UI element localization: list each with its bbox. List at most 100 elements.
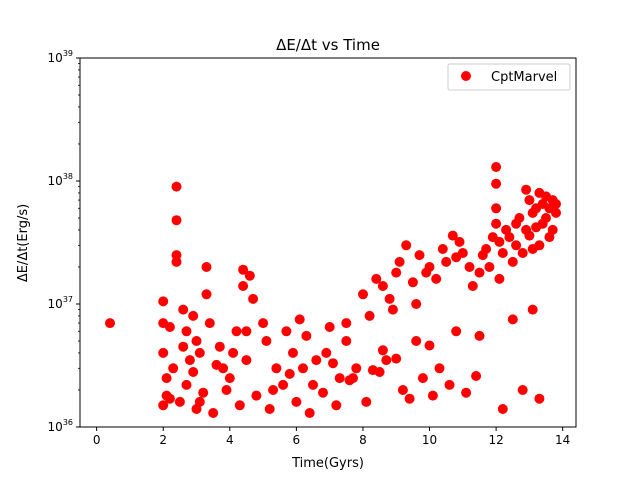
data-point	[164, 393, 175, 404]
data-point	[214, 341, 225, 352]
data-point	[444, 379, 455, 390]
data-point	[105, 318, 115, 329]
y-tick-label: 1038	[48, 172, 73, 188]
data-point	[261, 336, 272, 346]
data-point	[304, 408, 315, 418]
data-point	[361, 396, 372, 407]
data-point	[471, 371, 482, 381]
x-tick-label: 10	[422, 433, 437, 447]
legend-box	[447, 63, 571, 91]
x-axis: 0 2 4 6 8 10 12 14	[93, 427, 570, 447]
data-point	[334, 373, 345, 384]
data-point	[474, 267, 485, 278]
data-point	[411, 336, 422, 346]
data-point	[298, 363, 308, 374]
y-axis: 1036 1037 1038 1039	[48, 49, 80, 434]
data-point	[248, 293, 259, 304]
plot-area	[79, 57, 577, 428]
data-point	[511, 240, 522, 251]
legend: CptMarvel	[447, 63, 571, 91]
data-point	[181, 379, 192, 390]
x-tick-label: 4	[226, 433, 234, 447]
data-point	[424, 340, 435, 351]
data-point	[194, 396, 205, 407]
data-point	[384, 293, 395, 304]
y-tick-label: 1039	[48, 49, 73, 65]
data-point	[417, 373, 428, 384]
data-point	[278, 379, 289, 390]
data-point	[534, 240, 545, 251]
data-point	[474, 330, 485, 341]
data-point	[481, 244, 492, 254]
data-point	[497, 248, 508, 258]
data-point	[158, 296, 169, 307]
data-point	[541, 213, 551, 223]
data-point	[494, 273, 505, 284]
data-point	[178, 304, 189, 315]
data-point	[504, 232, 515, 243]
data-point	[514, 213, 525, 223]
data-point	[224, 373, 235, 384]
data-point	[181, 326, 192, 337]
data-point	[351, 363, 362, 374]
x-tick-label: 8	[359, 433, 367, 447]
data-point	[494, 236, 505, 247]
data-point	[164, 322, 175, 332]
data-point	[377, 345, 388, 356]
data-point	[294, 314, 305, 325]
data-point	[258, 318, 269, 329]
x-tick-label: 6	[293, 433, 301, 447]
data-point	[241, 355, 252, 366]
data-point	[447, 230, 458, 241]
data-point	[174, 396, 185, 407]
x-tick-label: 2	[159, 433, 167, 447]
data-point	[524, 230, 535, 241]
data-point	[358, 289, 368, 300]
data-point	[158, 347, 169, 358]
data-point	[434, 363, 445, 374]
data-point	[401, 240, 412, 251]
data-point	[517, 248, 528, 258]
data-point	[411, 299, 422, 309]
data-point	[228, 347, 239, 358]
data-point	[168, 363, 179, 374]
data-point	[178, 341, 189, 352]
x-axis-label: Time(Gyrs)	[291, 456, 364, 471]
legend-marker	[461, 71, 471, 81]
data-point	[484, 262, 495, 272]
data-point	[491, 178, 502, 189]
data-point	[341, 336, 352, 346]
data-point	[414, 250, 425, 261]
data-point	[424, 262, 435, 272]
data-point	[231, 326, 242, 337]
data-point	[377, 281, 388, 291]
data-point	[244, 270, 255, 281]
data-point	[201, 289, 212, 300]
data-point	[301, 330, 312, 341]
data-point	[264, 404, 275, 414]
data-point	[381, 355, 392, 366]
data-point	[324, 322, 335, 332]
data-point	[497, 404, 508, 414]
data-point	[431, 273, 442, 284]
data-point	[191, 336, 202, 346]
data-point	[251, 390, 262, 401]
data-point	[211, 359, 222, 370]
data-point	[331, 400, 342, 411]
data-point	[507, 256, 518, 267]
y-axis-label: ΔE/Δt(Erg/s)	[16, 204, 31, 282]
points-layer	[105, 162, 561, 418]
data-point	[551, 207, 561, 218]
data-point	[364, 310, 375, 321]
data-point	[158, 400, 169, 411]
data-point	[348, 373, 358, 384]
x-tick-label: 12	[488, 433, 503, 447]
data-point	[241, 326, 252, 337]
data-point	[234, 400, 245, 411]
data-point	[194, 347, 205, 358]
data-point	[161, 373, 172, 384]
data-point	[367, 365, 378, 376]
chart-title: ΔE/Δt vs Time	[276, 36, 380, 54]
data-point	[491, 162, 502, 172]
